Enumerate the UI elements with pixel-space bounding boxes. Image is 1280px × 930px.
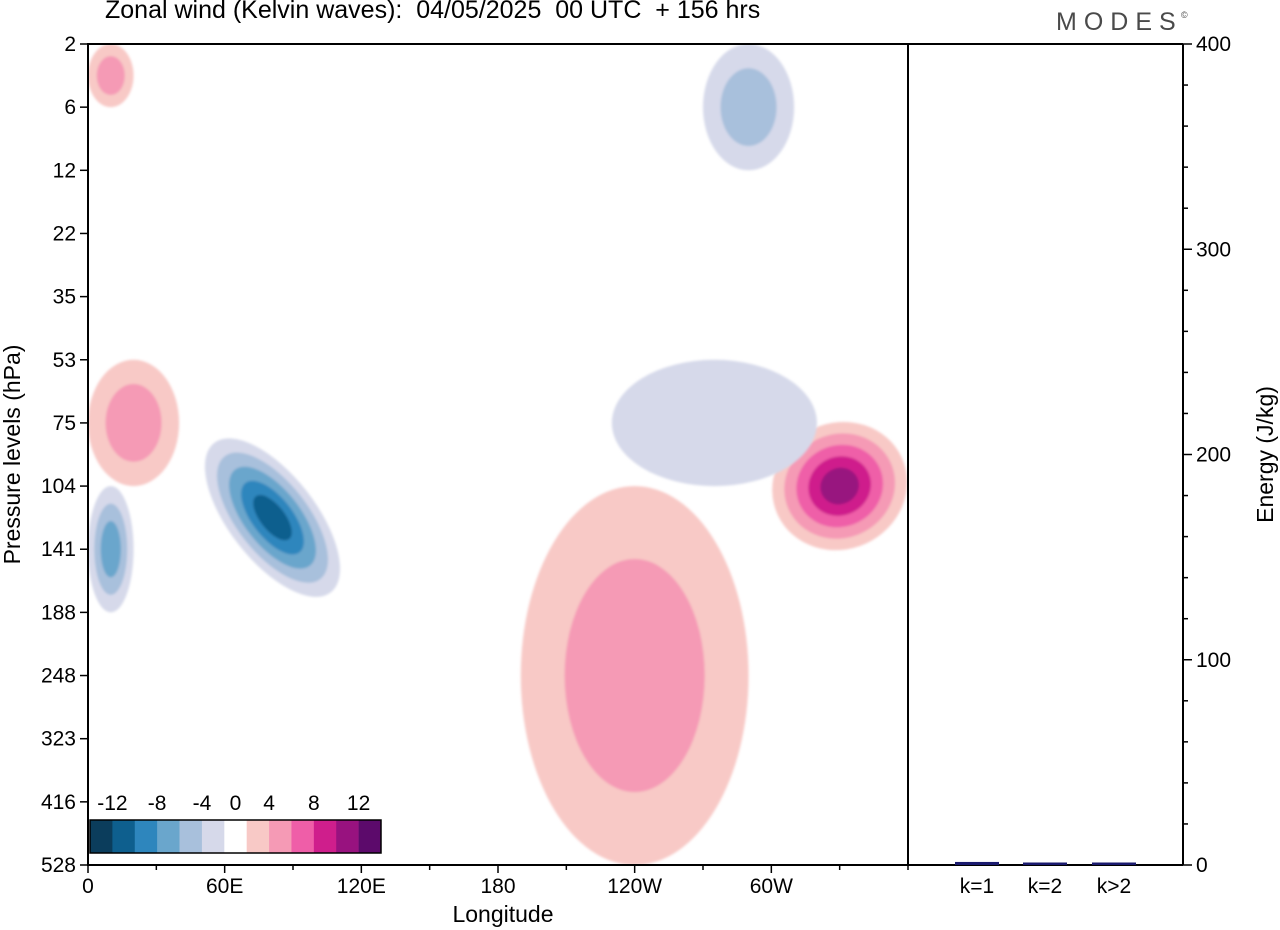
wind-anomaly-easterly-5 xyxy=(611,359,817,487)
contour-pos-4 xyxy=(105,384,162,462)
bar-category-label: k>2 xyxy=(1097,875,1131,898)
y-tick-label: 188 xyxy=(41,601,76,624)
x-tick-label: 60E xyxy=(206,875,243,898)
y-tick-label: 2 xyxy=(64,33,76,56)
colorbar: -12 -8 -4 0 4 8 12 xyxy=(89,792,382,854)
colorbar-swatch xyxy=(336,820,359,853)
y-tick-label: 323 xyxy=(41,728,76,751)
contour-neg-6 xyxy=(100,521,121,578)
wind-anomaly-westerly-3 xyxy=(520,486,749,865)
colorbar-swatch xyxy=(224,820,247,853)
x-tick-label: 180 xyxy=(480,875,515,898)
colorbar-swatch xyxy=(134,820,158,853)
y-tick-label: 53 xyxy=(53,349,76,372)
y-tick-label: 22 xyxy=(53,222,76,245)
y-tick-label: 416 xyxy=(41,791,76,814)
bar-category-label: k=1 xyxy=(960,875,994,898)
colorbar-swatch xyxy=(90,820,113,853)
energy-axis-title: Energy (J/kg) xyxy=(1252,386,1278,523)
x-axis-title: Longitude xyxy=(452,901,553,927)
y-tick-label: 12 xyxy=(53,159,76,182)
x-tick-label: 60W xyxy=(750,875,793,898)
energy-bars: k=1 k=2 k>2 xyxy=(955,861,1136,898)
copyright-mark: © xyxy=(1181,10,1188,20)
colorbar-swatch xyxy=(246,820,270,853)
colorbar-swatch xyxy=(291,820,315,853)
colorbar-label: -12 xyxy=(97,792,127,815)
y-tick-label: 35 xyxy=(53,286,76,309)
colorbar-swatch xyxy=(112,820,136,853)
y-tick-label: 75 xyxy=(53,412,76,435)
energy-tick-label: 400 xyxy=(1196,33,1231,56)
colorbar-label: -8 xyxy=(148,792,167,815)
contour-neg-4 xyxy=(720,68,777,147)
wind-anomaly-easterly-1 xyxy=(88,486,134,613)
colorbar-swatch xyxy=(179,820,203,853)
contour-neg-10 xyxy=(253,495,292,541)
wind-anomaly-westerly-2 xyxy=(88,359,180,487)
y-tick-label: 248 xyxy=(41,665,76,688)
colorbar-label: 4 xyxy=(263,792,275,815)
colorbar-label: 8 xyxy=(308,792,320,815)
energy-tick-label: 200 xyxy=(1196,444,1231,467)
wind-heatmap xyxy=(88,44,908,865)
colorbar-swatch xyxy=(313,820,337,853)
chart-title: Zonal wind (Kelvin waves): 04/05/2025 00… xyxy=(105,0,761,24)
x-tick-label: 120W xyxy=(607,875,662,898)
colorbar-label: 12 xyxy=(347,792,370,815)
colorbar-swatch xyxy=(269,820,292,853)
contour-pos-4 xyxy=(96,56,125,96)
y-tick-label: 528 xyxy=(41,854,76,877)
energy-bar-k=1 xyxy=(955,861,999,865)
colorbar-label: 0 xyxy=(230,792,242,815)
y-axis-title: Pressure levels (hPa) xyxy=(0,345,25,565)
wind-anomaly-easterly-0 xyxy=(204,438,341,597)
energy-bar-k>2 xyxy=(1092,862,1136,865)
colorbar-label: -4 xyxy=(193,792,212,815)
energy-tick-label: 0 xyxy=(1196,854,1208,877)
axes: 2 6 12 22 35 53 75 104 141 188 248 323 416 528 Pressur… xyxy=(0,33,1278,927)
colorbar-swatch xyxy=(201,820,225,853)
y-tick-label: 104 xyxy=(41,475,76,498)
x-tick-label: 120E xyxy=(337,875,386,898)
wind-anomaly-easterly-6 xyxy=(703,44,795,171)
contour-pos-10 xyxy=(820,467,859,505)
wind-anomaly-westerly-7 xyxy=(88,44,134,108)
colorbar-frame xyxy=(89,819,382,854)
contour-pos-4 xyxy=(564,558,705,793)
y-tick-label: 141 xyxy=(41,538,76,561)
energy-tick-label: 100 xyxy=(1196,649,1231,672)
y-tick-label: 6 xyxy=(64,96,76,119)
contour-neg-2 xyxy=(611,359,817,487)
energy-tick-label: 300 xyxy=(1196,238,1231,261)
wind-anomaly-westerly-4 xyxy=(772,421,908,551)
x-tick-label: 0 xyxy=(82,875,94,898)
modes-logo: MODES xyxy=(1056,8,1183,36)
energy-bar-k=2 xyxy=(1023,862,1067,865)
colorbar-swatch xyxy=(358,820,382,853)
bar-category-label: k=2 xyxy=(1028,875,1062,898)
colorbar-swatch xyxy=(157,820,180,853)
